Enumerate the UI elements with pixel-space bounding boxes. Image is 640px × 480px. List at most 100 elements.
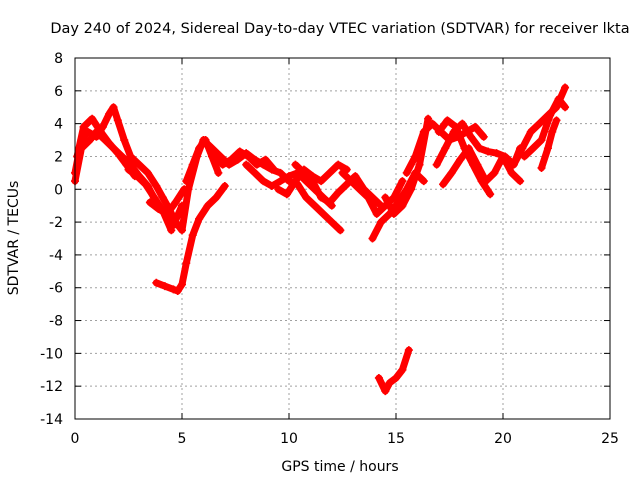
data-point xyxy=(160,282,169,291)
data-point xyxy=(325,168,334,177)
series-track xyxy=(182,136,222,185)
data-point xyxy=(479,132,488,141)
data-point xyxy=(188,160,197,169)
data-point xyxy=(218,160,227,169)
data-point xyxy=(381,387,390,396)
series-satellite-track-l xyxy=(338,168,407,218)
data-point xyxy=(291,160,300,169)
data-point xyxy=(317,177,326,186)
data-point xyxy=(274,185,283,194)
data-point xyxy=(499,152,507,161)
data-point xyxy=(250,168,259,177)
data-point xyxy=(543,144,552,153)
data-point xyxy=(79,122,88,131)
y-tick-label: -6 xyxy=(49,281,63,297)
data-point xyxy=(484,147,493,156)
data-point xyxy=(73,152,82,161)
data-point xyxy=(308,177,317,186)
data-point xyxy=(439,180,448,189)
data-point xyxy=(364,193,373,202)
data-point xyxy=(267,181,276,190)
plot-frame xyxy=(74,57,611,420)
data-point xyxy=(113,149,122,158)
grid xyxy=(75,58,610,419)
data-point xyxy=(389,193,398,202)
y-tick-label: -2 xyxy=(49,215,63,231)
data-point xyxy=(475,144,484,153)
data-point xyxy=(415,160,424,169)
data-point xyxy=(261,155,270,164)
data-point xyxy=(282,190,291,199)
data-point xyxy=(291,177,300,186)
data-point xyxy=(319,209,328,218)
data-point xyxy=(150,193,159,202)
data-point xyxy=(477,177,486,186)
data-point xyxy=(458,119,467,128)
data-point xyxy=(456,155,465,164)
data-point xyxy=(105,139,114,148)
data-point xyxy=(554,95,563,104)
data-point xyxy=(302,193,311,202)
series-satellite-track-f xyxy=(152,181,229,296)
data-point xyxy=(561,83,570,92)
data-point xyxy=(398,201,407,210)
series-satellite-track-s xyxy=(434,116,495,199)
data-point xyxy=(381,193,390,202)
data-point xyxy=(374,373,383,382)
data-point xyxy=(126,152,135,161)
data-point xyxy=(447,168,456,177)
data-point xyxy=(227,155,236,164)
data-point xyxy=(443,116,452,125)
data-point xyxy=(561,103,570,112)
data-point xyxy=(428,119,437,128)
x-tick-label: 15 xyxy=(387,431,405,447)
data-point xyxy=(242,160,251,169)
y-tick-label: 6 xyxy=(54,84,63,100)
data-point xyxy=(460,144,469,153)
data-point xyxy=(355,185,364,194)
data-point xyxy=(518,144,527,153)
data-point xyxy=(486,190,495,199)
series-track xyxy=(73,115,139,180)
data-point xyxy=(171,198,180,207)
data-point xyxy=(419,127,428,136)
data-point xyxy=(372,209,381,218)
data-point xyxy=(424,114,433,123)
data-point xyxy=(145,198,154,207)
series-satellite-track-v xyxy=(537,116,561,172)
data-point xyxy=(182,259,191,268)
data-point xyxy=(526,127,535,136)
data-point xyxy=(141,180,150,189)
data-point xyxy=(347,177,356,186)
x-tick-label: 10 xyxy=(280,431,298,447)
data-point xyxy=(158,193,167,202)
data-point xyxy=(336,226,345,235)
data-point xyxy=(385,378,394,387)
data-point xyxy=(548,127,557,136)
x-tick-label: 0 xyxy=(71,431,80,447)
data-point xyxy=(471,122,480,131)
series-satellite-track-u xyxy=(520,95,570,161)
data-point xyxy=(109,103,118,112)
data-point xyxy=(270,165,279,174)
data-point xyxy=(180,185,189,194)
data-point xyxy=(143,168,152,177)
data-point xyxy=(398,177,407,186)
data-point xyxy=(492,149,501,158)
data-point xyxy=(535,119,544,128)
data-point xyxy=(377,218,386,227)
series-satellite-track-g xyxy=(182,136,223,186)
data-point xyxy=(285,172,293,181)
chart-title: Day 240 of 2024, Sidereal Day-to-day VTE… xyxy=(50,21,629,37)
y-tick-label: -14 xyxy=(40,412,63,428)
data-point xyxy=(546,111,555,120)
series-satellite-track-n xyxy=(381,114,433,218)
y-tick-label: 4 xyxy=(54,117,63,133)
data-point xyxy=(490,168,499,177)
data-point xyxy=(133,172,142,181)
data-point xyxy=(466,132,475,141)
data-point xyxy=(195,144,204,153)
data-point xyxy=(338,168,347,177)
data-point xyxy=(244,152,253,161)
data-point xyxy=(432,160,441,169)
